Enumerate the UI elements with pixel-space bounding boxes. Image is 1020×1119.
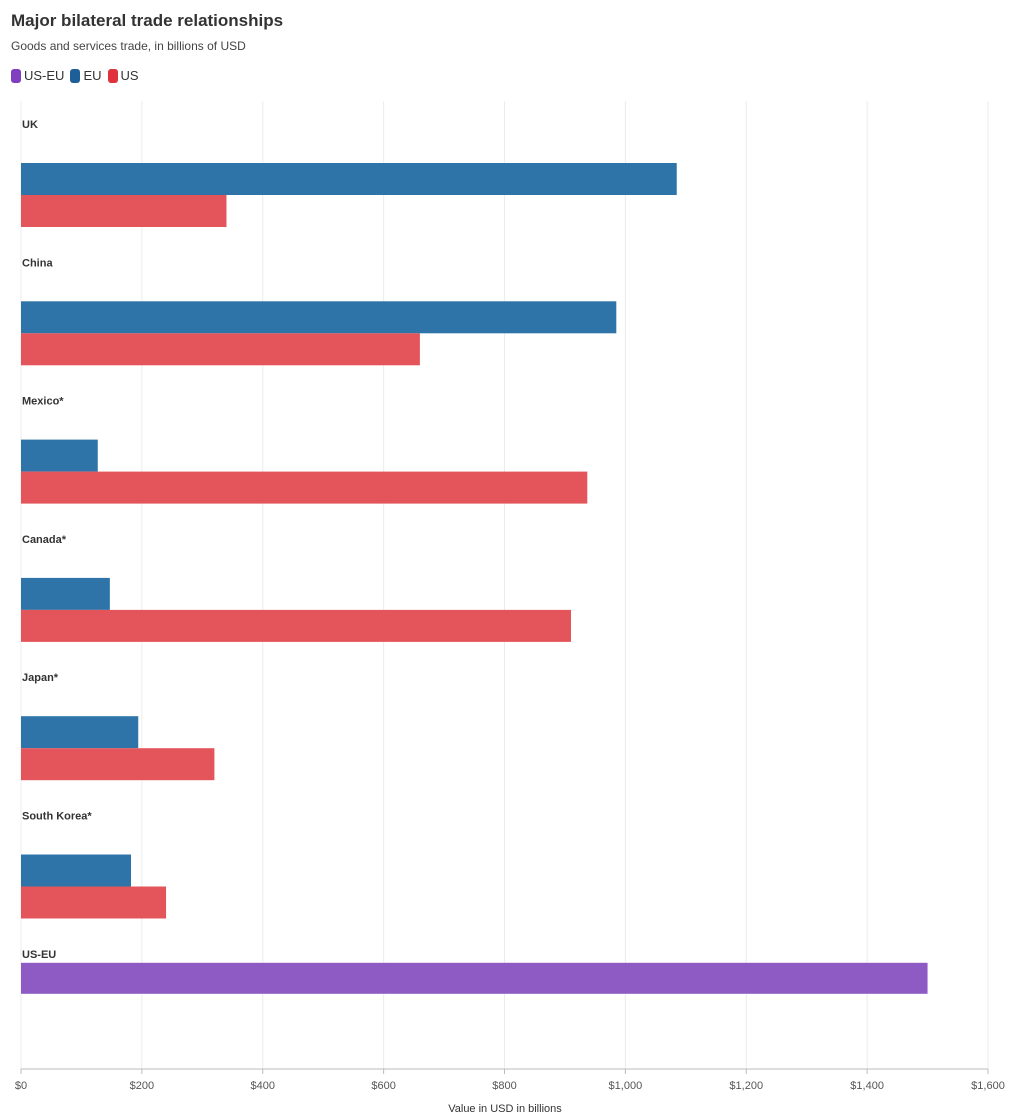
x-tick-label: $1,600 [971,1080,1005,1092]
chart-title: Major bilateral trade relationships [11,11,284,30]
x-tick-label: $1,400 [850,1080,884,1092]
legend-label: US [120,68,139,83]
bar-us-eu [21,962,928,994]
bar-eu [21,716,139,749]
x-tick-label: $1,000 [609,1080,643,1092]
category-label: Canada* [22,534,67,546]
x-tick-label: $1,200 [729,1080,763,1092]
chart-subtitle: Goods and services trade, in billions of… [11,39,246,53]
bar-us [21,609,571,642]
category-label: UK [22,119,38,131]
x-tick-label: $600 [371,1080,395,1092]
bar-eu [21,577,110,610]
x-tick-label: $800 [492,1080,516,1092]
category-label: South Korea* [22,811,92,823]
legend-label: US-EU [24,68,65,83]
x-tick-label: $0 [15,1080,27,1092]
legend-swatch [70,68,81,83]
category-label: US-EU [22,949,56,961]
x-tick-label: $400 [251,1080,275,1092]
category-label: Mexico* [22,396,64,408]
x-axis-label: Value in USD in billions [448,1103,562,1115]
bar-eu [21,854,131,887]
bar-us [21,471,588,504]
category-label: Japan* [22,672,59,684]
bar-eu [21,301,617,334]
bar-us [21,333,420,366]
legend-swatch [107,68,118,83]
legend-item-eu[interactable]: EU [70,68,102,83]
category-label: China [22,257,53,269]
bar-us [21,195,227,227]
legend-swatch [11,68,21,83]
bar-us [21,748,215,781]
bar-us [21,886,167,919]
legend: US-EU EU US [11,68,139,83]
x-tick-label: $200 [130,1080,154,1092]
legend-item-us-eu[interactable]: US-EU [11,68,64,83]
legend-label: EU [83,68,102,83]
bar-eu [21,439,98,472]
legend-item-us[interactable]: US [107,68,139,83]
bar-eu [21,163,677,195]
